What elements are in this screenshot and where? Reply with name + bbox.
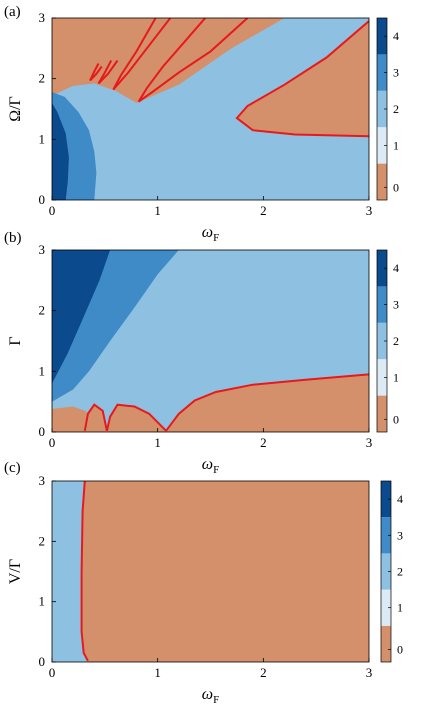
colorbar-swatch-2 bbox=[377, 90, 387, 128]
region-background bbox=[52, 481, 369, 662]
colorbar-tick-label: 1 bbox=[393, 138, 399, 152]
region-lower bbox=[52, 374, 369, 432]
colorbar: 0 1 2 3 4 bbox=[376, 17, 399, 201]
x-axis-label: ωF bbox=[202, 224, 219, 244]
y-tick-label: 2 bbox=[39, 303, 46, 318]
y-tick-label: 0 bbox=[39, 424, 46, 439]
curve-tongue-5b bbox=[89, 65, 103, 82]
x-axis-label: ωF bbox=[202, 456, 219, 476]
curve-tongue-4b bbox=[97, 59, 119, 85]
colorbar-swatch-0 bbox=[377, 163, 387, 200]
colorbar-swatch-0 bbox=[377, 395, 387, 432]
tongue-fill-0 bbox=[236, 21, 369, 146]
panel-label: (a) bbox=[4, 4, 21, 20]
y-tick-label: 3 bbox=[39, 10, 46, 25]
x-tick-label: 0 bbox=[49, 665, 56, 680]
x-tick-label: 0 bbox=[49, 435, 56, 450]
colorbar-tick-label: 3 bbox=[393, 66, 399, 80]
y-tick-label: 0 bbox=[39, 654, 46, 669]
axes-frame bbox=[51, 249, 370, 433]
colorbar-swatch-3 bbox=[377, 54, 387, 91]
colorbar-tick-label: 4 bbox=[397, 492, 403, 506]
region-light-blue bbox=[52, 18, 369, 200]
x-tick-label: 2 bbox=[260, 203, 267, 218]
y-tick-label: 0 bbox=[39, 192, 46, 207]
colorbar: 0 1 2 3 4 bbox=[376, 249, 399, 433]
x-tick-label: 2 bbox=[260, 665, 267, 680]
colorbar-tick-label: 1 bbox=[393, 370, 399, 384]
x-tick-label: 3 bbox=[366, 203, 373, 218]
colorbar-swatch-1 bbox=[381, 589, 391, 626]
y-tick-label: 3 bbox=[39, 473, 46, 488]
colorbar-swatch-2 bbox=[377, 322, 387, 360]
curve-tongue-1 bbox=[235, 20, 369, 138]
curve-tongue-3b bbox=[112, 18, 172, 91]
x-tick-label: 3 bbox=[366, 435, 373, 450]
curve-tongue-4 bbox=[97, 60, 113, 85]
chart-panel-2: 0 1 2 3 0 1 2 3 ωF Γ (b) 0 1 2 3 4 bbox=[4, 230, 399, 476]
x-tick-label: 3 bbox=[366, 665, 373, 680]
curve-vertical-boundary bbox=[80, 481, 89, 662]
y-tick-label: 1 bbox=[39, 363, 46, 378]
colorbar-tick-label: 3 bbox=[393, 298, 399, 312]
plot-area bbox=[52, 481, 369, 662]
x-tick-label: 2 bbox=[260, 435, 267, 450]
curve-tongue-5 bbox=[89, 63, 100, 81]
y-axis-label: Ω/Γ bbox=[7, 96, 24, 122]
y-tick-label: 2 bbox=[39, 533, 46, 548]
plot-area bbox=[52, 250, 369, 432]
chart-panel-1: 0 1 2 3 0 1 2 3 ωF Ω/Γ (a) 0 1 2 3 4 bbox=[4, 4, 399, 244]
colorbar-swatch-4 bbox=[381, 481, 391, 518]
panel-label: (b) bbox=[4, 230, 22, 246]
region-left-strip bbox=[52, 481, 88, 662]
x-tick-label: 1 bbox=[154, 435, 161, 450]
colorbar-tick-label: 0 bbox=[397, 642, 403, 656]
y-tick-label: 1 bbox=[39, 131, 46, 146]
colorbar-swatch-0 bbox=[381, 625, 391, 662]
plot-area bbox=[52, 18, 369, 200]
x-axis-label: ωF bbox=[202, 686, 219, 706]
colorbar-tick-label: 2 bbox=[393, 334, 399, 348]
chart-panel-3: 0 1 2 3 0 1 2 3 ωF V/Γ (c) 0 1 2 3 4 bbox=[4, 460, 403, 706]
colorbar-tick-label: 0 bbox=[393, 412, 399, 426]
colorbar-swatch-1 bbox=[377, 127, 387, 164]
y-tick-label: 1 bbox=[39, 594, 46, 609]
axes-frame bbox=[51, 480, 370, 663]
colorbar-swatch-4 bbox=[377, 18, 387, 55]
colorbar: 0 1 2 3 4 bbox=[380, 480, 403, 663]
y-tick-label: 3 bbox=[39, 242, 46, 257]
y-tick-label: 2 bbox=[39, 71, 46, 86]
colorbar-tick-label: 4 bbox=[393, 29, 399, 43]
x-tick-label: 1 bbox=[154, 665, 161, 680]
curve-small-arc bbox=[83, 403, 108, 432]
x-tick-label: 0 bbox=[49, 203, 56, 218]
colorbar-tick-label: 0 bbox=[393, 180, 399, 194]
y-axis-label: V/Γ bbox=[7, 559, 24, 584]
curve-tongue-3 bbox=[112, 18, 157, 91]
colorbar-tick-label: 1 bbox=[397, 601, 403, 615]
colorbar-tick-label: 4 bbox=[393, 261, 399, 275]
colorbar-tick-label: 2 bbox=[397, 565, 403, 579]
x-tick-label: 1 bbox=[154, 203, 161, 218]
axes-frame bbox=[51, 17, 370, 201]
y-axis-label: Γ bbox=[7, 336, 24, 345]
colorbar-swatch-4 bbox=[377, 250, 387, 287]
panel-label: (c) bbox=[4, 460, 21, 476]
colorbar-tick-label: 2 bbox=[393, 102, 399, 116]
colorbar-swatch-2 bbox=[381, 553, 391, 590]
curve-tongue-2 bbox=[137, 18, 206, 103]
curve-left-arc bbox=[105, 403, 167, 432]
colorbar-swatch-3 bbox=[381, 517, 391, 554]
colorbar-swatch-1 bbox=[377, 359, 387, 396]
curve-main-boundary bbox=[165, 373, 369, 432]
curve-tongue-2b bbox=[138, 18, 249, 103]
colorbar-swatch-3 bbox=[377, 286, 387, 323]
colorbar-tick-label: 3 bbox=[397, 528, 403, 542]
tongue-fill-2 bbox=[138, 18, 248, 102]
region-dark-blue bbox=[52, 102, 69, 200]
region-dark-blue bbox=[52, 250, 111, 384]
